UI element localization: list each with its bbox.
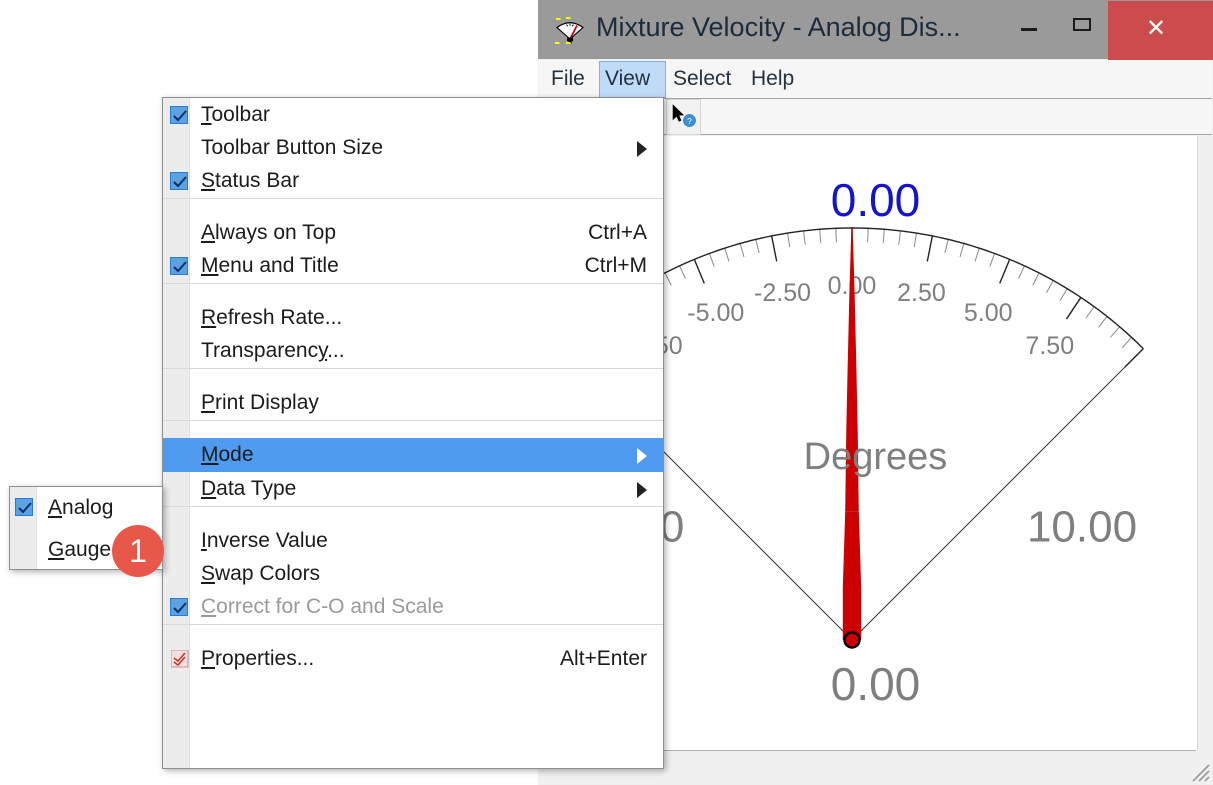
svg-text:1: 1 [129, 533, 147, 569]
svg-text:7.50: 7.50 [1025, 332, 1074, 360]
svg-text:-5.00: -5.00 [687, 299, 744, 327]
svg-text:5.00: 5.00 [964, 299, 1013, 327]
svg-text:2.50: 2.50 [897, 279, 946, 307]
svg-text:-2.50: -2.50 [754, 279, 811, 307]
svg-text:?: ? [687, 116, 692, 126]
svg-text:10.00: 10.00 [1027, 502, 1137, 551]
